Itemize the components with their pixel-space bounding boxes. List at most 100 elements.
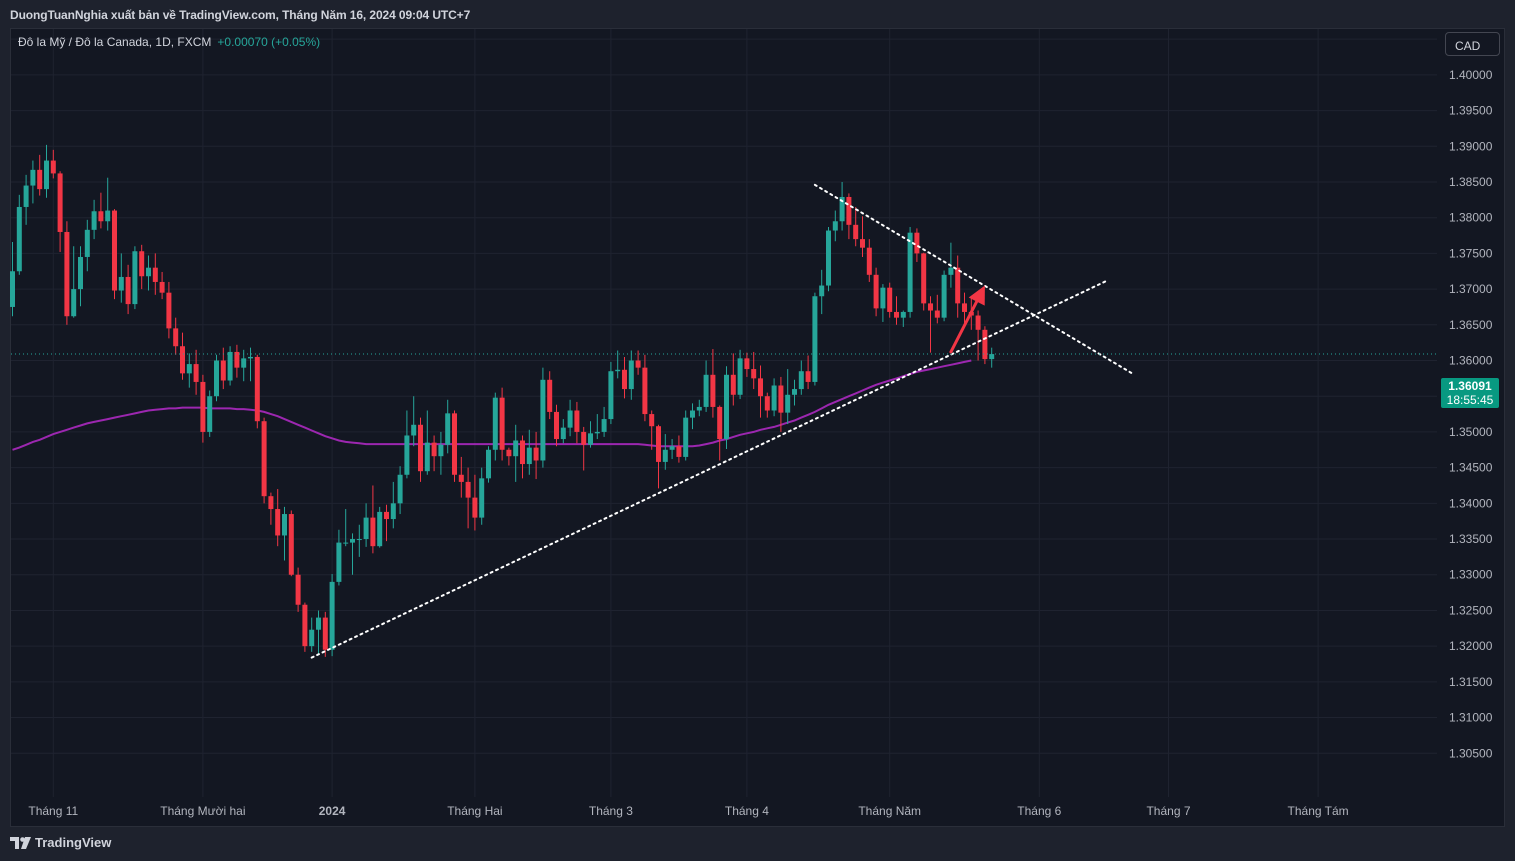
dotted-trendline [310, 279, 1109, 659]
candle-body [812, 296, 818, 382]
candle-down [853, 206, 859, 247]
candle-down [261, 417, 267, 504]
candle-body [635, 360, 641, 368]
candle-body [139, 251, 145, 277]
candle-up [989, 347, 995, 368]
candle-body [71, 289, 77, 317]
candle-down [805, 355, 811, 390]
annotations-layer [11, 183, 1437, 659]
candle-down [37, 154, 43, 196]
candle-down [64, 221, 70, 325]
tradingview-footer[interactable]: TradingView [10, 835, 111, 850]
candle-up [792, 379, 797, 406]
symbol-label: Đô la Mỹ / Đô la Canada, 1D, FXCM [18, 35, 212, 49]
candle-down [764, 392, 770, 418]
candle-up [880, 284, 886, 322]
candle-down [928, 296, 933, 353]
candle-down [57, 171, 63, 252]
candle-body [23, 185, 29, 207]
candle-body [193, 364, 199, 382]
currency-button[interactable]: CAD [1445, 32, 1500, 56]
candle-body [78, 256, 83, 290]
candle-down [846, 193, 852, 240]
candle-body [540, 379, 546, 461]
candle-down [418, 417, 423, 482]
candle-down [98, 192, 104, 229]
candle-up [397, 466, 403, 515]
candle-body [302, 604, 308, 647]
candle-up [10, 241, 15, 317]
candle-body [941, 274, 947, 318]
symbol-legend[interactable]: Đô la Mỹ / Đô la Canada, 1D, FXCM +0.0007… [18, 35, 320, 49]
candle-down [472, 474, 478, 531]
candle-up [118, 253, 124, 303]
candle-body [146, 267, 151, 277]
candle-down [193, 349, 199, 395]
candle-up [350, 533, 355, 575]
candle-body [758, 378, 763, 397]
candle-body [832, 221, 838, 231]
candle-down [955, 255, 961, 318]
candle-up [377, 506, 383, 548]
candle-body [642, 367, 648, 415]
candle-up [601, 406, 607, 437]
candle-up [316, 610, 321, 656]
candle-body [649, 414, 655, 427]
candle-body [220, 360, 226, 381]
candle-down [574, 401, 580, 444]
candle-down [112, 209, 117, 300]
candle-body [404, 435, 410, 475]
candle-body [785, 394, 791, 413]
candle-up [30, 160, 36, 204]
candle-body [533, 447, 539, 461]
candle-body [492, 397, 498, 450]
candle-body [363, 517, 369, 540]
candle-body [241, 358, 247, 368]
candle-up [329, 574, 335, 657]
candle-up [390, 481, 396, 529]
candle-body [16, 206, 22, 272]
candle-body [764, 396, 770, 411]
time-axis: Tháng 11 Tháng Mười hai 2024 Tháng Hai Tháng… [28, 804, 1348, 818]
candle-down [268, 492, 274, 525]
tradingview-logo-icon [10, 836, 31, 849]
candle-up [785, 369, 791, 425]
candle-body [105, 210, 111, 222]
candle-body [64, 231, 70, 317]
time-tick-label: Tháng 11 [28, 804, 78, 818]
candle-body [615, 369, 621, 372]
candle-down [465, 467, 471, 529]
candle-body [499, 397, 505, 450]
candle-down [499, 387, 505, 461]
candle-body [778, 385, 784, 413]
price-tick-label: 1.33000 [1449, 568, 1493, 582]
candle-down [533, 431, 539, 480]
price-tick-label: 1.38500 [1449, 175, 1493, 189]
candle-body [418, 424, 423, 472]
chart-frame[interactable] [10, 28, 1505, 827]
candle-up [839, 181, 845, 231]
candle-body [152, 267, 158, 282]
candle-down [894, 296, 899, 325]
candle-body [880, 287, 886, 309]
candle-down [934, 294, 940, 324]
candle-up [336, 529, 342, 586]
candle-down [635, 350, 641, 375]
time-tick-label: Tháng Hai [447, 804, 502, 818]
candle-up [132, 246, 138, 310]
candle-up [567, 399, 573, 437]
candle-body [234, 351, 240, 368]
candle-body [975, 315, 981, 330]
candle-body [574, 410, 580, 432]
candle-body [452, 413, 457, 475]
candle-down [288, 510, 294, 577]
candle-up [526, 429, 532, 475]
candle-body [676, 446, 682, 457]
candle-body [486, 449, 491, 479]
candle-body [275, 509, 281, 536]
time-tick-label: Tháng Mười hai [160, 804, 245, 818]
candle-up [241, 349, 247, 382]
price-change: +0.00070 (+0.05%) [217, 35, 321, 49]
candle-body [50, 160, 56, 174]
